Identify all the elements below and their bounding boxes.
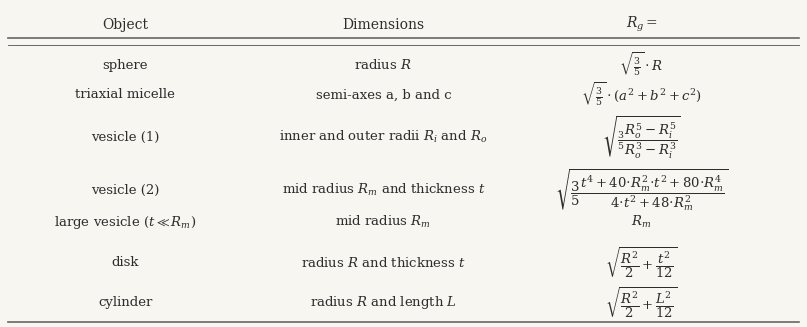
Text: mid radius $R_m$ and thickness $t$: mid radius $R_m$ and thickness $t$ (282, 182, 485, 198)
Text: triaxial micelle: triaxial micelle (75, 88, 175, 101)
Text: radius $R$: radius $R$ (354, 59, 412, 72)
Text: $R_m$: $R_m$ (631, 214, 652, 231)
Text: mid radius $R_m$: mid radius $R_m$ (335, 214, 432, 231)
Text: radius $R$ and length $L$: radius $R$ and length $L$ (310, 294, 457, 311)
Text: Object: Object (102, 18, 148, 31)
Text: disk: disk (111, 256, 139, 269)
Text: inner and outer radii $R_i$ and $R_o$: inner and outer radii $R_i$ and $R_o$ (279, 129, 487, 146)
Text: $\sqrt{\frac{3}{5}\dfrac{R_o^5-R_i^5}{R_o^3-R_i^3}}$: $\sqrt{\frac{3}{5}\dfrac{R_o^5-R_i^5}{R_… (602, 114, 681, 161)
Text: $\sqrt{\frac{3}{5}} \cdot R$: $\sqrt{\frac{3}{5}} \cdot R$ (620, 51, 663, 79)
Text: Dimensions: Dimensions (342, 18, 424, 31)
Text: $\sqrt{\dfrac{R^2}{2}+\dfrac{L^2}{12}}$: $\sqrt{\dfrac{R^2}{2}+\dfrac{L^2}{12}}$ (605, 285, 678, 320)
Text: $R_g =$: $R_g =$ (625, 15, 658, 34)
Text: radius $R$ and thickness $t$: radius $R$ and thickness $t$ (301, 256, 466, 270)
Text: $\sqrt{\dfrac{3}{5}\dfrac{t^4+40{\cdot}R_m^2{\cdot}t^2+80{\cdot}R_m^4}{4{\cdot}t: $\sqrt{\dfrac{3}{5}\dfrac{t^4+40{\cdot}R… (555, 167, 728, 213)
Text: semi-axes a, b and c: semi-axes a, b and c (316, 88, 451, 101)
Text: sphere: sphere (102, 59, 148, 72)
Text: large vesicle $(t \ll R_m)$: large vesicle $(t \ll R_m)$ (54, 214, 196, 231)
Text: cylinder: cylinder (98, 296, 153, 309)
Text: vesicle (1): vesicle (1) (91, 131, 159, 144)
Text: $\sqrt{\dfrac{R^2}{2}+\dfrac{t^2}{12}}$: $\sqrt{\dfrac{R^2}{2}+\dfrac{t^2}{12}}$ (605, 246, 678, 280)
Text: $\sqrt{\frac{3}{5}} \cdot (a^2+b^2+c^2)$: $\sqrt{\frac{3}{5}} \cdot (a^2+b^2+c^2)$ (581, 81, 702, 109)
Text: vesicle (2): vesicle (2) (91, 184, 159, 197)
